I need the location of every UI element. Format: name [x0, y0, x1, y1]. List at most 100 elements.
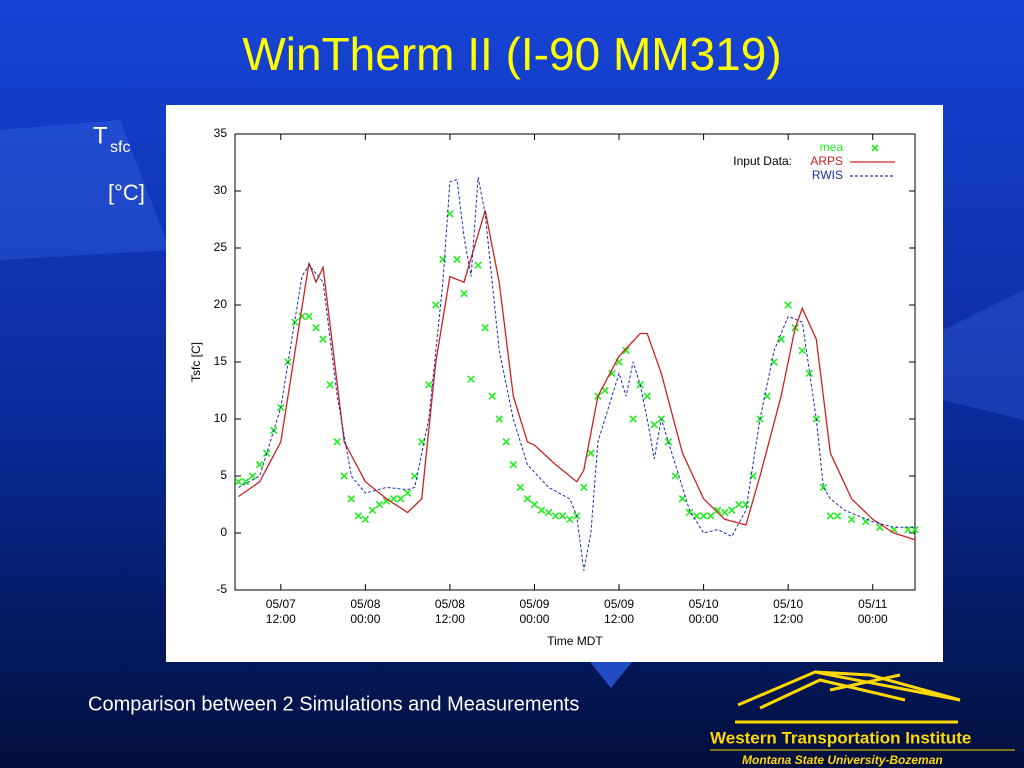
data-point: [728, 506, 736, 514]
plot: -5 0 5 10 15 20 25 30 35 05/07 12:00 05/08 00:00 05/0…: [189, 126, 919, 648]
y-tick-label: 30: [214, 183, 228, 197]
data-point: [551, 512, 560, 520]
data-point: [833, 512, 842, 520]
data-point: [819, 483, 828, 492]
y-tick-label: 5: [220, 468, 227, 482]
data-point: [523, 495, 532, 503]
data-point: [312, 324, 320, 332]
slide-title: WinTherm II (I-90 MM319): [242, 28, 781, 80]
data-point: [382, 497, 391, 505]
data-point: [396, 495, 405, 503]
y-tick-label: -5: [216, 582, 227, 596]
data-point: [474, 261, 482, 269]
background-arrow: [590, 662, 632, 688]
x-tick-label: 05/10 00:00: [689, 597, 719, 626]
data-point: [347, 495, 356, 503]
x-tick-label: 05/09 00:00: [519, 597, 549, 626]
y-tick-label: 0: [220, 525, 227, 539]
data-point: [629, 415, 637, 423]
legend-marker: [871, 144, 879, 152]
data-point: [643, 392, 651, 400]
data-point: [558, 512, 567, 520]
data-point: [565, 515, 574, 524]
data-point: [488, 392, 496, 400]
logo-sub: Montana State University-Bozeman: [742, 753, 943, 767]
legend-label: RWIS: [812, 168, 843, 182]
data-point: [742, 500, 750, 509]
data-point: [777, 335, 785, 343]
x-tick-label: 05/08 12:00: [435, 597, 465, 626]
data-point: [826, 512, 835, 520]
data-point: [678, 495, 687, 503]
data-point: [241, 477, 250, 486]
legend-title: Input Data:: [733, 154, 792, 168]
data-point: [453, 255, 461, 264]
data-point: [798, 346, 807, 355]
data-point: [432, 301, 440, 309]
x-tick-label: 05/07 12:00: [266, 597, 296, 626]
x-axis-label: Time MDT: [547, 634, 603, 648]
data-point: [403, 489, 412, 497]
data-point: [622, 346, 630, 355]
data-point: [460, 289, 468, 298]
data-point: [305, 312, 313, 321]
data-point: [784, 301, 792, 309]
x-tick-label: 05/11 00:00: [858, 597, 888, 626]
data-point: [326, 381, 334, 389]
x-tick-label: 05/09 12:00: [604, 597, 634, 626]
caption: Comparison between 2 Simulations and Mea…: [88, 693, 579, 715]
data-point: [319, 335, 327, 343]
data-point: [248, 472, 257, 480]
data-point: [847, 515, 856, 524]
data-point: [255, 460, 264, 469]
side-subscript: sfc: [110, 139, 130, 156]
background-glow: [943, 290, 1024, 420]
data-point: [608, 369, 616, 378]
data-point: [685, 508, 694, 517]
data-point: [361, 515, 370, 524]
data-point: [340, 472, 348, 480]
data-point: [368, 506, 377, 514]
data-point: [516, 483, 525, 492]
data-point: [354, 512, 363, 520]
y-tick-label: 10: [214, 411, 228, 425]
data-point: [706, 512, 715, 520]
data-point: [601, 386, 609, 395]
data-point: [389, 495, 398, 503]
legend-label: mea: [820, 140, 844, 154]
data-point: [425, 381, 433, 389]
data-point: [234, 477, 243, 486]
series-line: [238, 177, 915, 571]
y-tick-label: 15: [214, 354, 228, 368]
x-tick-label: 05/08 00:00: [350, 597, 380, 626]
data-point: [580, 483, 588, 492]
data-point: [509, 460, 518, 469]
data-point: [671, 472, 680, 480]
x-tick-label: 05/10 12:00: [773, 597, 803, 626]
data-point: [530, 500, 539, 509]
data-point: [805, 369, 814, 378]
data-point: [650, 420, 659, 429]
y-tick-label: 25: [214, 240, 228, 254]
legend-label: ARPS: [810, 154, 843, 168]
series-line: [238, 210, 916, 541]
data-point: [537, 506, 546, 514]
y-tick-label: 20: [214, 297, 228, 311]
logo-graphic: [735, 670, 961, 724]
chart-panel: [166, 105, 943, 662]
plot-frame: [234, 133, 916, 591]
data-point: [333, 438, 341, 446]
data-point: [502, 438, 511, 446]
data-point: [713, 506, 722, 514]
data-point: [544, 508, 553, 517]
data-point: [699, 512, 708, 520]
data-point: [587, 449, 595, 457]
y-axis-label: Tsfc [C]: [189, 342, 203, 382]
background-glow: [0, 120, 170, 260]
data-point: [375, 500, 384, 509]
data-point: [735, 500, 743, 509]
side-unit: [°C]: [108, 180, 145, 205]
y-tick-label: 35: [214, 126, 228, 140]
logo-name: Western Transportation Institute: [710, 728, 971, 747]
data-point: [481, 324, 489, 332]
